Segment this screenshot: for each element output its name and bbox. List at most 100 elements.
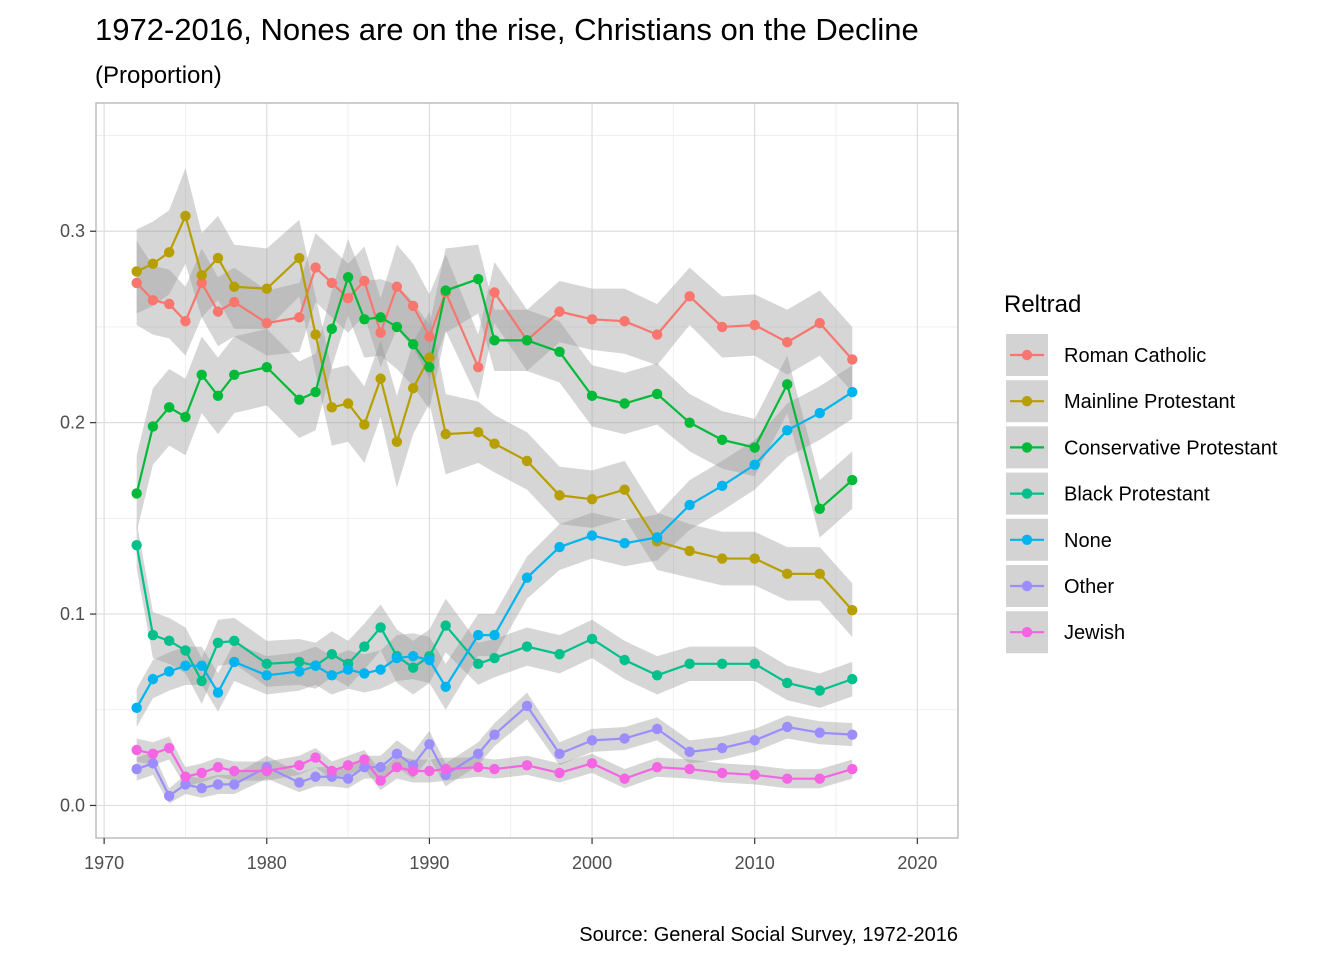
data-point-none bbox=[261, 670, 272, 681]
data-point-conservative-protestant bbox=[294, 394, 305, 405]
data-point-conservative-protestant bbox=[782, 379, 793, 390]
data-point-jewish bbox=[554, 767, 565, 779]
data-point-jewish bbox=[586, 758, 598, 769]
data-point-none bbox=[131, 702, 142, 714]
data-point-roman-catholic bbox=[424, 331, 435, 342]
data-point-conservative-protestant bbox=[375, 312, 386, 323]
data-point-mainline-protestant bbox=[147, 258, 159, 269]
data-point-none bbox=[814, 407, 825, 419]
data-point-conservative-protestant bbox=[847, 474, 858, 486]
data-point-conservative-protestant bbox=[326, 323, 338, 335]
data-point-mainline-protestant bbox=[489, 438, 500, 449]
data-point-roman-catholic bbox=[716, 321, 728, 333]
data-point-none bbox=[716, 480, 728, 492]
data-point-conservative-protestant bbox=[212, 390, 224, 402]
data-point-none bbox=[326, 670, 338, 681]
data-point-black-protestant bbox=[180, 645, 191, 656]
data-point-roman-catholic bbox=[847, 354, 858, 365]
data-point-jewish bbox=[212, 761, 224, 773]
data-point-other bbox=[847, 729, 858, 740]
data-point-none bbox=[212, 687, 224, 698]
data-point-none bbox=[424, 654, 435, 666]
data-point-black-protestant bbox=[131, 539, 142, 551]
series-points bbox=[131, 210, 858, 802]
data-point-other bbox=[391, 748, 403, 759]
data-point-black-protestant bbox=[407, 662, 419, 673]
data-point-jewish bbox=[407, 765, 419, 777]
data-point-jewish bbox=[196, 767, 207, 779]
legend-label-conservative-protestant: Conservative Protestant bbox=[1064, 437, 1278, 459]
legend-point-conservative-protestant bbox=[1021, 442, 1033, 453]
data-point-jewish bbox=[294, 760, 305, 771]
data-point-none bbox=[407, 650, 419, 662]
legend: Reltrad Roman Catholic Mainline Protestan… bbox=[1004, 291, 1278, 654]
y-tick-label: 0.3 bbox=[60, 221, 85, 241]
data-point-conservative-protestant bbox=[521, 335, 533, 346]
data-point-roman-catholic bbox=[782, 337, 793, 348]
data-point-other bbox=[424, 739, 435, 750]
data-point-other bbox=[147, 758, 159, 769]
data-point-black-protestant bbox=[359, 641, 370, 652]
data-point-other bbox=[619, 733, 630, 744]
data-point-conservative-protestant bbox=[342, 271, 354, 283]
x-tick-label: 2000 bbox=[572, 853, 612, 873]
data-point-none bbox=[147, 673, 159, 685]
data-point-jewish bbox=[521, 760, 533, 771]
major-gridlines bbox=[96, 103, 958, 838]
data-point-mainline-protestant bbox=[131, 266, 142, 277]
data-point-black-protestant bbox=[147, 629, 159, 641]
data-point-other bbox=[814, 727, 825, 738]
legend-item-roman-catholic: Roman Catholic bbox=[1006, 334, 1206, 376]
legend-label-none: None bbox=[1064, 530, 1112, 552]
data-point-mainline-protestant bbox=[749, 553, 760, 564]
data-point-conservative-protestant bbox=[163, 402, 175, 413]
x-tick-label: 1970 bbox=[84, 853, 124, 873]
y-tick-label: 0.0 bbox=[60, 795, 85, 815]
data-point-roman-catholic bbox=[473, 361, 484, 373]
data-point-jewish bbox=[440, 763, 451, 775]
legend-item-jewish: Jewish bbox=[1006, 611, 1125, 654]
data-point-other bbox=[554, 748, 565, 759]
data-point-none bbox=[749, 459, 760, 470]
data-point-other bbox=[473, 748, 484, 759]
data-point-roman-catholic bbox=[619, 316, 630, 327]
data-point-none bbox=[310, 660, 321, 671]
data-point-roman-catholic bbox=[180, 316, 191, 327]
legend-item-black-protestant: Black Protestant bbox=[1006, 472, 1210, 515]
data-point-conservative-protestant bbox=[196, 369, 207, 380]
data-point-conservative-protestant bbox=[684, 417, 695, 428]
data-point-conservative-protestant bbox=[651, 388, 663, 400]
data-point-conservative-protestant bbox=[619, 398, 630, 409]
data-point-roman-catholic bbox=[375, 327, 386, 338]
data-point-mainline-protestant bbox=[326, 402, 338, 413]
data-point-other bbox=[651, 723, 663, 735]
legend-label-other: Other bbox=[1064, 576, 1114, 598]
data-point-mainline-protestant bbox=[521, 455, 533, 467]
data-point-roman-catholic bbox=[326, 277, 338, 289]
legend-item-conservative-protestant: Conservative Protestant bbox=[1006, 426, 1278, 469]
data-point-other bbox=[586, 735, 598, 746]
data-point-other bbox=[359, 761, 370, 773]
data-point-conservative-protestant bbox=[391, 321, 403, 333]
legend-label-roman-catholic: Roman Catholic bbox=[1064, 345, 1206, 367]
data-point-mainline-protestant bbox=[814, 568, 825, 580]
data-point-other bbox=[294, 777, 305, 788]
data-point-roman-catholic bbox=[147, 294, 159, 306]
data-point-roman-catholic bbox=[342, 293, 354, 304]
data-point-roman-catholic bbox=[407, 300, 419, 312]
data-point-black-protestant bbox=[521, 641, 533, 652]
data-point-other bbox=[196, 783, 207, 794]
data-point-black-protestant bbox=[473, 658, 484, 670]
data-point-jewish bbox=[619, 773, 630, 784]
data-point-conservative-protestant bbox=[424, 361, 435, 373]
data-point-roman-catholic bbox=[359, 275, 370, 287]
data-point-other bbox=[342, 773, 354, 784]
data-point-jewish bbox=[814, 773, 825, 784]
y-tick-label: 0.2 bbox=[60, 413, 85, 433]
data-point-roman-catholic bbox=[131, 277, 142, 289]
legend-point-roman-catholic bbox=[1021, 349, 1033, 361]
legend-label-jewish: Jewish bbox=[1064, 622, 1125, 644]
data-point-jewish bbox=[147, 748, 159, 759]
data-point-conservative-protestant bbox=[310, 386, 321, 398]
